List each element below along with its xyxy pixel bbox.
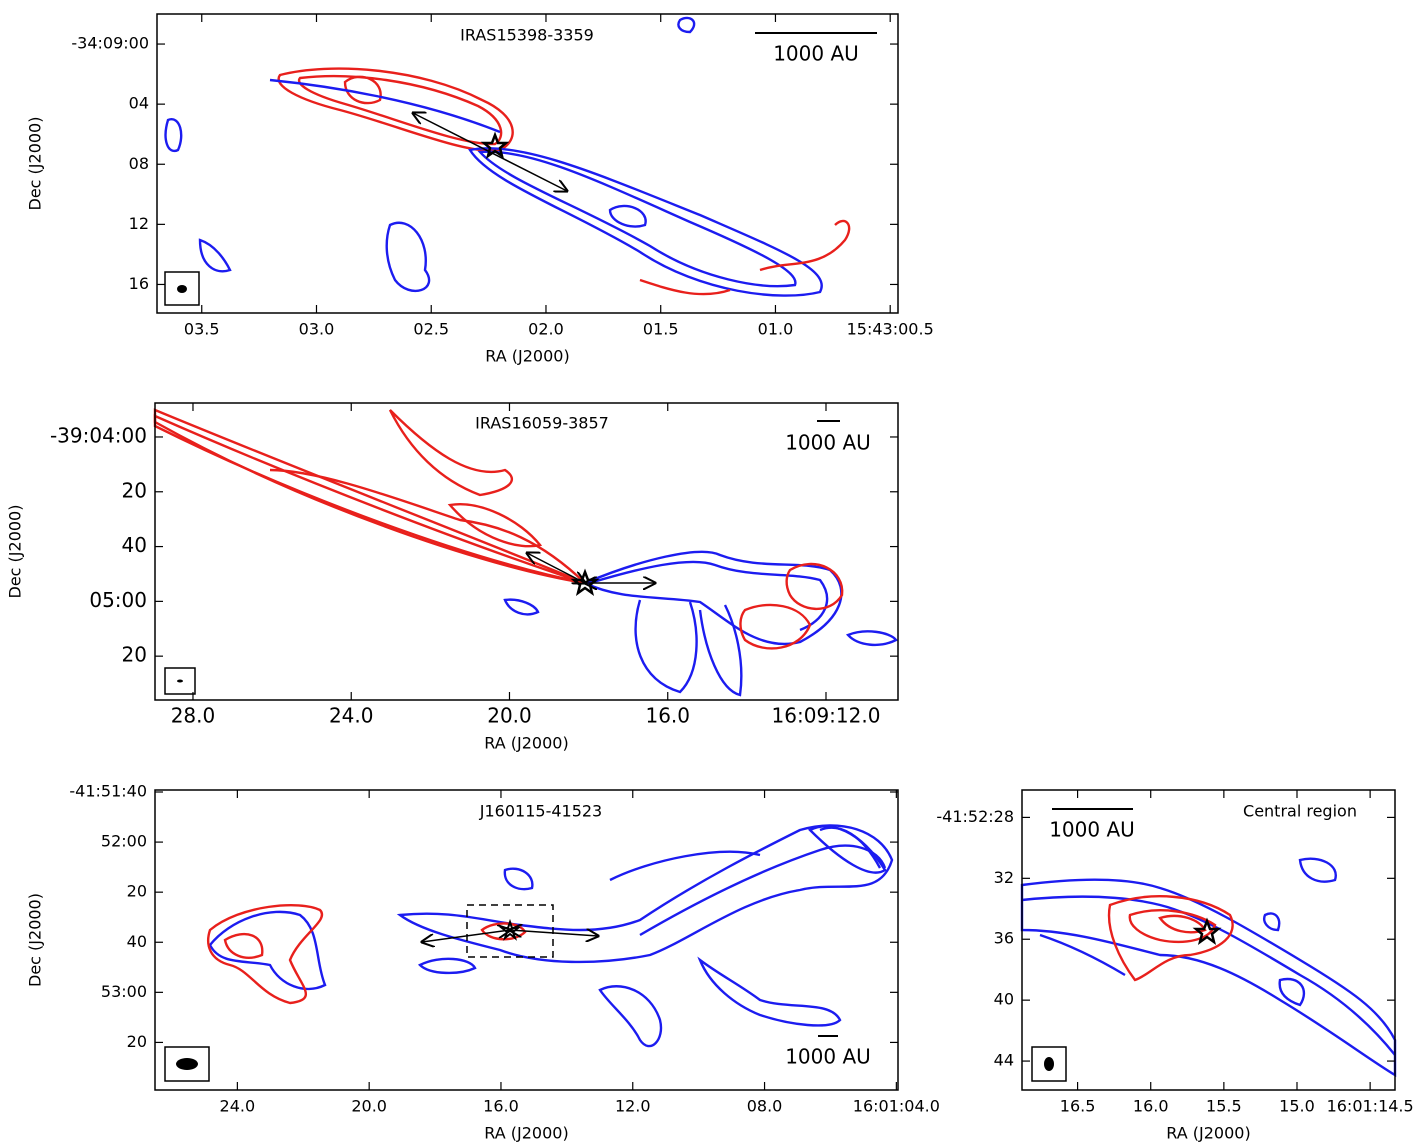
y-tick-label: 04 xyxy=(129,94,149,113)
y-axis-title: Dec (J2000) xyxy=(26,117,45,211)
panel-title: IRAS16059-3857 xyxy=(475,414,609,433)
plot-frame xyxy=(154,789,899,1091)
x-tick-label: 03.0 xyxy=(299,320,335,339)
x-tick-label: 16.5 xyxy=(1060,1097,1096,1116)
panel-title: Central region xyxy=(1243,802,1357,821)
plot-frame xyxy=(154,402,899,701)
x-tick-label: 20.0 xyxy=(351,1097,387,1116)
y-tick-label: 05:00 xyxy=(89,588,147,612)
x-axis-title: RA (J2000) xyxy=(484,734,568,753)
x-tick-label: 16:09:12.0 xyxy=(772,704,881,728)
plot-frame xyxy=(1021,789,1396,1091)
x-tick-label: 15.0 xyxy=(1279,1097,1315,1116)
plot-frame xyxy=(156,13,899,314)
y-axis-title: Dec (J2000) xyxy=(26,893,45,987)
x-tick-label: 03.5 xyxy=(184,320,220,339)
x-axis-title: RA (J2000) xyxy=(1166,1124,1250,1143)
y-tick-label: 20 xyxy=(122,643,147,667)
scale-label: 1000 AU xyxy=(785,431,871,455)
y-tick-label: 36 xyxy=(994,929,1014,948)
panel-title: IRAS15398-3359 xyxy=(460,26,594,45)
y-tick-label: 20 xyxy=(127,1032,147,1051)
x-axis-title: RA (J2000) xyxy=(484,1124,568,1143)
y-tick-label: 08 xyxy=(129,154,149,173)
x-tick-label: 24.0 xyxy=(220,1097,256,1116)
x-tick-label: 01.0 xyxy=(758,320,794,339)
y-tick-label: 20 xyxy=(122,478,147,502)
y-tick-label: -41:52:28 xyxy=(936,807,1014,826)
x-tick-label: 24.0 xyxy=(329,704,374,728)
panel-title: J160115-41523 xyxy=(479,802,602,821)
markers xyxy=(164,32,1222,1082)
y-axis-title: Dec (J2000) xyxy=(6,505,25,599)
x-tick-label: 16.0 xyxy=(645,704,690,728)
x-tick-label: 16.0 xyxy=(1133,1097,1169,1116)
contours xyxy=(153,16,1397,1078)
x-tick-label: 08.0 xyxy=(747,1097,783,1116)
x-tick-label: 12.0 xyxy=(615,1097,651,1116)
x-tick-label: 16:01:04.0 xyxy=(853,1097,940,1116)
y-tick-label: 16 xyxy=(129,274,149,293)
y-tick-label: 40 xyxy=(122,533,147,557)
y-tick-label: -34:09:00 xyxy=(71,34,149,53)
y-tick-label: 52:00 xyxy=(101,832,147,851)
scale-label: 1000 AU xyxy=(773,42,859,66)
x-tick-label: 15.5 xyxy=(1206,1097,1242,1116)
x-tick-label: 15:43:00.5 xyxy=(847,320,934,339)
y-tick-label: 12 xyxy=(129,214,149,233)
y-tick-label: 32 xyxy=(994,868,1014,887)
x-axis-title: RA (J2000) xyxy=(485,347,569,366)
y-tick-label: 44 xyxy=(994,1051,1014,1070)
scale-label: 1000 AU xyxy=(785,1045,871,1069)
y-tick-label: 53:00 xyxy=(101,982,147,1001)
y-tick-label: 40 xyxy=(127,932,147,951)
x-tick-label: 02.5 xyxy=(413,320,449,339)
x-tick-label: 16:01:14.5 xyxy=(1327,1097,1413,1116)
y-tick-label: -41:51:40 xyxy=(69,782,147,801)
scale-label: 1000 AU xyxy=(1049,818,1135,842)
y-tick-label: -39:04:00 xyxy=(50,423,147,447)
y-tick-label: 20 xyxy=(127,882,147,901)
x-tick-label: 16.0 xyxy=(483,1097,519,1116)
x-tick-label: 02.0 xyxy=(528,320,564,339)
x-tick-label: 01.5 xyxy=(643,320,679,339)
x-tick-label: 28.0 xyxy=(171,704,216,728)
x-tick-label: 20.0 xyxy=(487,704,532,728)
y-tick-label: 40 xyxy=(994,990,1014,1009)
